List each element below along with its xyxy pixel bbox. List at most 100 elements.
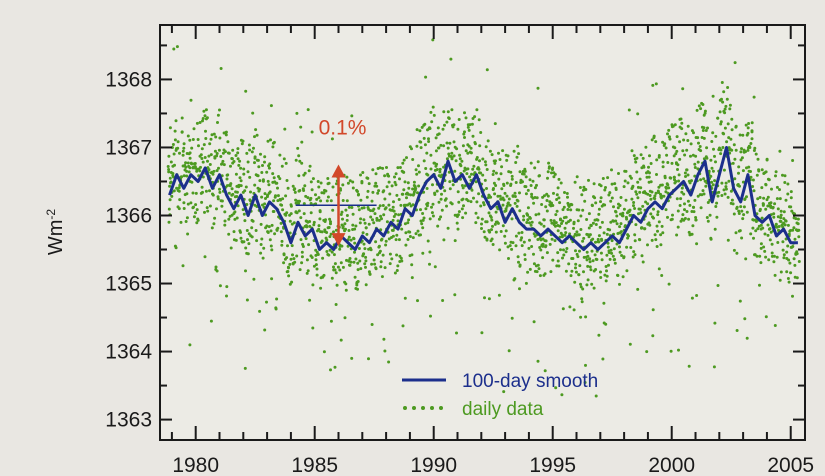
daily-data-point xyxy=(532,232,536,236)
daily-data-point xyxy=(632,204,635,208)
daily-data-point xyxy=(399,256,403,260)
daily-data-point xyxy=(285,256,289,260)
daily-data-point xyxy=(405,156,408,160)
daily-data-point xyxy=(247,242,251,246)
daily-data-point xyxy=(407,218,411,222)
daily-data-point xyxy=(751,185,755,188)
daily-data-point xyxy=(711,94,715,98)
daily-data-point xyxy=(693,174,697,178)
daily-data-point xyxy=(306,108,310,112)
daily-data-point xyxy=(610,251,614,255)
daily-data-point xyxy=(353,227,357,231)
daily-data-point xyxy=(395,193,399,197)
daily-data-point xyxy=(288,282,292,286)
daily-data-point xyxy=(553,224,557,228)
daily-data-point xyxy=(265,300,268,304)
daily-data-point xyxy=(664,190,668,194)
daily-data-point xyxy=(601,177,605,180)
daily-data-point xyxy=(518,191,521,195)
daily-data-point xyxy=(782,210,786,214)
daily-data-point xyxy=(467,144,471,148)
daily-data-point xyxy=(235,195,239,198)
daily-data-point xyxy=(517,231,521,235)
daily-data-point xyxy=(738,299,742,303)
daily-data-point xyxy=(520,244,524,248)
daily-data-point xyxy=(419,146,423,150)
daily-data-point xyxy=(616,273,619,277)
daily-data-point xyxy=(682,138,686,142)
daily-data-point xyxy=(347,205,351,209)
daily-data-point xyxy=(605,269,608,273)
daily-data-point xyxy=(532,201,536,205)
daily-data-point xyxy=(480,227,483,230)
daily-data-point xyxy=(349,260,353,264)
daily-data-point xyxy=(339,338,343,342)
daily-data-point xyxy=(627,234,630,238)
daily-data-point xyxy=(197,144,200,148)
daily-data-point xyxy=(751,178,755,182)
daily-data-point xyxy=(535,196,539,200)
daily-data-point xyxy=(311,283,315,287)
daily-data-point xyxy=(394,172,398,176)
daily-data-point xyxy=(512,149,516,153)
daily-data-point xyxy=(732,212,736,216)
daily-data-point xyxy=(298,268,302,272)
daily-data-point xyxy=(351,186,355,190)
daily-data-point xyxy=(661,165,665,169)
daily-data-point xyxy=(570,269,574,273)
daily-data-point xyxy=(356,280,360,283)
daily-data-point xyxy=(648,171,651,175)
daily-data-point xyxy=(633,207,637,210)
daily-data-point xyxy=(724,181,728,185)
daily-data-point xyxy=(739,205,743,209)
daily-data-point xyxy=(363,221,367,225)
daily-data-point xyxy=(625,217,629,221)
daily-data-point xyxy=(208,142,212,146)
daily-data-point xyxy=(427,137,430,141)
daily-data-point xyxy=(676,209,680,213)
daily-data-point xyxy=(709,174,713,178)
daily-data-point xyxy=(750,137,754,141)
daily-data-point xyxy=(649,212,653,216)
daily-data-point xyxy=(340,210,344,214)
daily-data-point xyxy=(766,223,770,227)
daily-data-point xyxy=(341,183,345,187)
daily-data-point xyxy=(332,265,335,269)
daily-data-point xyxy=(352,260,356,264)
daily-data-point xyxy=(470,122,474,126)
daily-data-point xyxy=(431,38,435,42)
daily-data-point xyxy=(713,321,717,325)
daily-data-point xyxy=(215,169,219,173)
daily-data-point xyxy=(190,180,194,184)
daily-data-point xyxy=(226,140,230,144)
daily-data-point xyxy=(411,203,415,207)
daily-data-point xyxy=(387,237,391,241)
daily-data-point xyxy=(711,169,715,173)
daily-data-point xyxy=(496,194,500,198)
daily-data-point xyxy=(340,244,344,248)
daily-data-point xyxy=(645,175,649,179)
daily-data-point xyxy=(329,222,332,226)
daily-data-point xyxy=(560,235,564,239)
daily-data-point xyxy=(247,232,251,236)
daily-data-point xyxy=(439,197,443,201)
daily-data-point xyxy=(509,170,513,174)
daily-data-point xyxy=(282,261,286,265)
daily-data-point xyxy=(441,127,445,131)
daily-data-point xyxy=(571,257,575,260)
y-tick-label: 1363 xyxy=(105,409,152,432)
daily-data-point xyxy=(619,230,623,234)
daily-data-point xyxy=(401,161,405,165)
daily-data-point xyxy=(307,169,311,173)
daily-data-point xyxy=(225,285,229,289)
daily-data-point xyxy=(321,256,325,260)
daily-data-point xyxy=(249,199,252,203)
daily-data-point xyxy=(599,251,603,255)
daily-data-point xyxy=(631,255,635,259)
daily-data-point xyxy=(403,222,407,226)
daily-data-point xyxy=(208,189,211,193)
daily-data-point xyxy=(604,186,607,189)
daily-data-point xyxy=(168,126,172,130)
daily-data-point xyxy=(298,199,301,203)
daily-data-point xyxy=(182,207,186,210)
